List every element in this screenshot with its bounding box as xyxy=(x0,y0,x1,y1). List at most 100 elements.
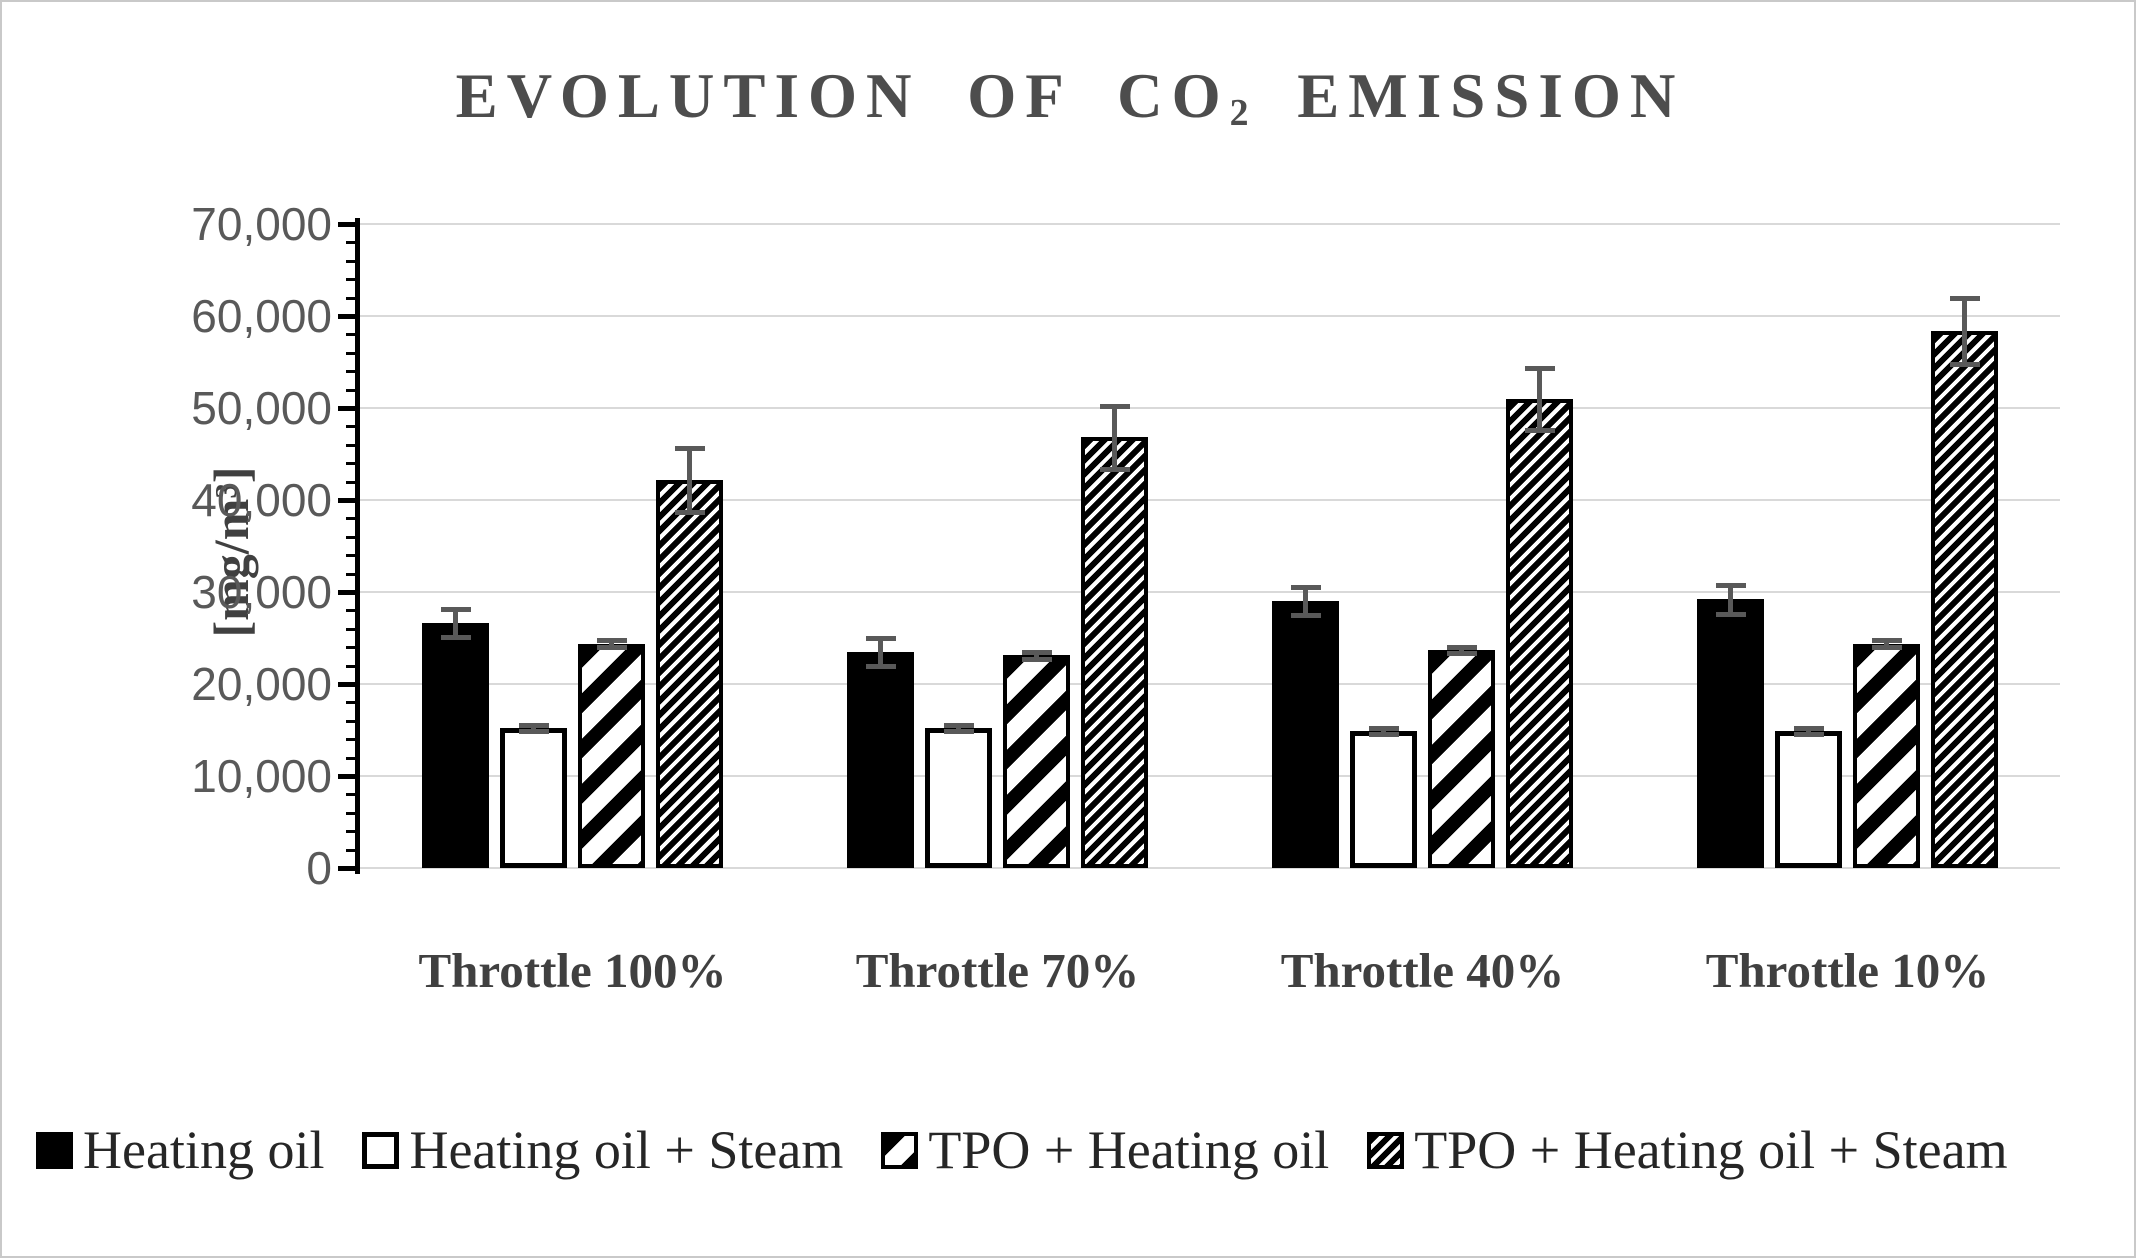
legend-label-1: Heating oil xyxy=(83,1120,325,1180)
x-category-label-1: Throttle 100% xyxy=(418,943,727,998)
error-bar-cap-bottom-s2-g4 xyxy=(1793,731,1824,737)
bar-series3-group2 xyxy=(1003,655,1070,868)
error-bar-cap-bottom-s1-g2 xyxy=(865,663,896,669)
bar-series4-group2 xyxy=(1081,437,1148,868)
gridline-20000 xyxy=(360,683,2060,685)
error-bar-cap-bottom-s1-g4 xyxy=(1715,611,1746,617)
error-bar-cap-bottom-s3-g2 xyxy=(1021,656,1052,662)
error-bar-stem-s1-g4 xyxy=(1728,585,1733,614)
x-category-label-4: Throttle 10% xyxy=(1705,943,1990,998)
y-tick-label-0: 0 xyxy=(306,842,332,894)
error-bar-cap-top-s4-g2 xyxy=(1099,404,1130,410)
legend-label-2: Heating oil + Steam xyxy=(409,1120,844,1180)
error-bar-cap-bottom-s2-g2 xyxy=(943,728,974,734)
y-minor-tick-58000 xyxy=(346,333,355,337)
error-bar-cap-top-s3-g1 xyxy=(596,638,627,644)
x-category-label-3: Throttle 40% xyxy=(1280,943,1565,998)
error-bar-stem-s3-g4 xyxy=(1884,640,1889,647)
legend-label-3: TPO + Heating oil xyxy=(928,1120,1330,1180)
error-bar-cap-top-s3-g2 xyxy=(1021,650,1052,656)
error-bar-stem-s4-g3 xyxy=(1537,367,1542,431)
gridline-0 xyxy=(360,867,2060,869)
error-bar-stem-s3-g2 xyxy=(1034,652,1039,659)
y-minor-tick-44000 xyxy=(346,462,355,466)
legend-item-1: Heating oil xyxy=(36,1123,324,1177)
y-minor-tick-14000 xyxy=(346,738,355,742)
y-major-tick-70000 xyxy=(338,222,355,227)
gridline-30000 xyxy=(360,591,2060,593)
error-bar-cap-top-s2-g2 xyxy=(943,723,974,729)
y-minor-tick-48000 xyxy=(346,425,355,429)
legend-marker-solid-black xyxy=(36,1131,73,1169)
legend-marker-dense-diagonal xyxy=(1367,1131,1405,1169)
error-bar-cap-top-s4-g4 xyxy=(1949,295,1980,301)
bar-series2-group4 xyxy=(1775,730,1842,868)
x-category-label-2: Throttle 70% xyxy=(855,943,1140,998)
legend-item-2: Heating oil + Steam xyxy=(362,1123,843,1177)
y-minor-tick-2000 xyxy=(346,848,355,852)
y-major-tick-60000 xyxy=(338,314,355,319)
legend-marker-white xyxy=(362,1131,400,1169)
error-bar-cap-top-s1-g3 xyxy=(1290,585,1321,591)
y-major-tick-0 xyxy=(338,866,355,871)
y-minor-tick-4000 xyxy=(346,830,355,834)
bar-series4-group3 xyxy=(1506,398,1573,868)
y-major-tick-20000 xyxy=(338,682,355,687)
y-tick-label-30,000: 30,000 xyxy=(191,566,332,618)
plot-area xyxy=(360,223,2060,869)
error-bar-stem-s3-g1 xyxy=(609,640,614,647)
error-bar-cap-bottom-s4-g1 xyxy=(674,509,705,515)
error-bar-stem-s4-g1 xyxy=(687,447,692,512)
y-minor-tick-28000 xyxy=(346,609,355,613)
error-bar-cap-bottom-s4-g4 xyxy=(1949,361,1980,367)
error-bar-stem-s1-g2 xyxy=(878,638,883,666)
error-bar-cap-bottom-s1-g3 xyxy=(1290,613,1321,618)
gridline-10000 xyxy=(360,775,2060,777)
y-minor-tick-38000 xyxy=(346,517,355,521)
bar-series1-group2 xyxy=(847,651,914,868)
error-bar-cap-bottom-s3-g1 xyxy=(596,644,627,650)
y-minor-tick-16000 xyxy=(346,719,355,723)
y-minor-tick-52000 xyxy=(346,388,355,392)
error-bar-stem-s1-g3 xyxy=(1303,587,1308,615)
error-bar-cap-top-s1-g4 xyxy=(1715,583,1746,589)
y-minor-tick-42000 xyxy=(346,480,355,484)
bar-series1-group3 xyxy=(1272,601,1339,868)
y-minor-tick-68000 xyxy=(346,241,355,245)
y-tick-label-20,000: 20,000 xyxy=(191,658,332,710)
y-axis-line xyxy=(355,218,360,874)
error-bar-cap-top-s4-g1 xyxy=(674,445,705,451)
bar-series4-group4 xyxy=(1931,330,1998,868)
gridline-70000 xyxy=(360,223,2060,225)
y-tick-label-10,000: 10,000 xyxy=(191,750,332,802)
y-minor-tick-26000 xyxy=(346,627,355,631)
error-bar-cap-top-s3-g4 xyxy=(1871,638,1902,644)
error-bar-cap-top-s1-g1 xyxy=(440,607,471,613)
y-minor-tick-32000 xyxy=(346,572,355,576)
error-bar-cap-bottom-s3-g3 xyxy=(1446,651,1477,657)
y-tick-label-70,000: 70,000 xyxy=(191,198,332,250)
bar-series2-group3 xyxy=(1350,730,1417,868)
y-minor-tick-54000 xyxy=(346,370,355,374)
error-bar-cap-top-s2-g1 xyxy=(518,723,549,729)
error-bar-stem-s4-g4 xyxy=(1962,297,1967,364)
chart-title-text: EVOLUTION OF CO xyxy=(455,61,1230,131)
legend: Heating oil Heating oil + Steam TPO + Heat… xyxy=(36,1110,2116,1190)
bar-series3-group3 xyxy=(1428,649,1495,868)
chart-title-subscript: 2 xyxy=(1229,92,1251,135)
bar-series3-group1 xyxy=(578,643,645,868)
y-tick-label-50,000: 50,000 xyxy=(191,382,332,434)
bar-series4-group1 xyxy=(656,479,723,868)
bar-series1-group4 xyxy=(1697,599,1764,868)
chart-title-tail: EMISSION xyxy=(1250,61,1685,131)
y-minor-tick-66000 xyxy=(346,259,355,263)
y-major-tick-30000 xyxy=(338,590,355,595)
legend-item-3: TPO + Heating oil xyxy=(881,1123,1329,1177)
error-bar-cap-top-s4-g3 xyxy=(1524,365,1555,371)
bar-series1-group1 xyxy=(422,623,489,868)
gridline-50000 xyxy=(360,407,2060,409)
gridline-60000 xyxy=(360,315,2060,317)
bar-series2-group2 xyxy=(925,728,992,868)
y-minor-tick-24000 xyxy=(346,646,355,650)
